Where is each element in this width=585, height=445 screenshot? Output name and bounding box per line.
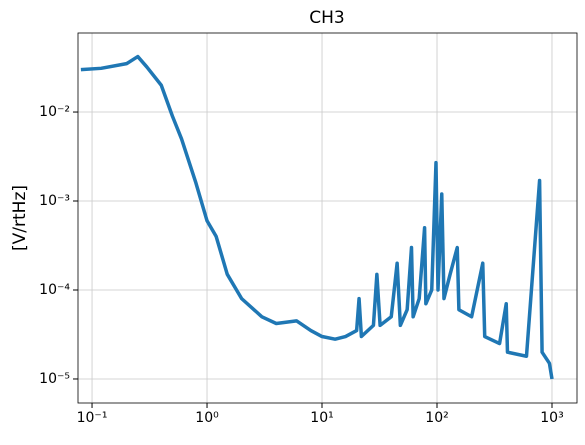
x-tick-label: 10⁰ xyxy=(195,410,219,426)
plot-frame xyxy=(77,32,578,404)
chart-title: CH3 xyxy=(309,8,344,28)
y-tick-label: 10⁻³ xyxy=(39,193,70,209)
x-tick-label: 10⁻¹ xyxy=(77,410,108,426)
y-tick-label: 10⁻⁵ xyxy=(39,371,70,387)
y-tick-label: 10⁻⁴ xyxy=(39,282,70,298)
y-axis-label: [V/rtHz] xyxy=(10,185,30,251)
x-tick-label: 10² xyxy=(425,410,448,426)
data-line xyxy=(80,54,554,380)
x-tick-label: 10³ xyxy=(540,410,563,426)
y-tick-label: 10⁻² xyxy=(39,104,70,120)
x-tick-label: 10¹ xyxy=(310,410,333,426)
